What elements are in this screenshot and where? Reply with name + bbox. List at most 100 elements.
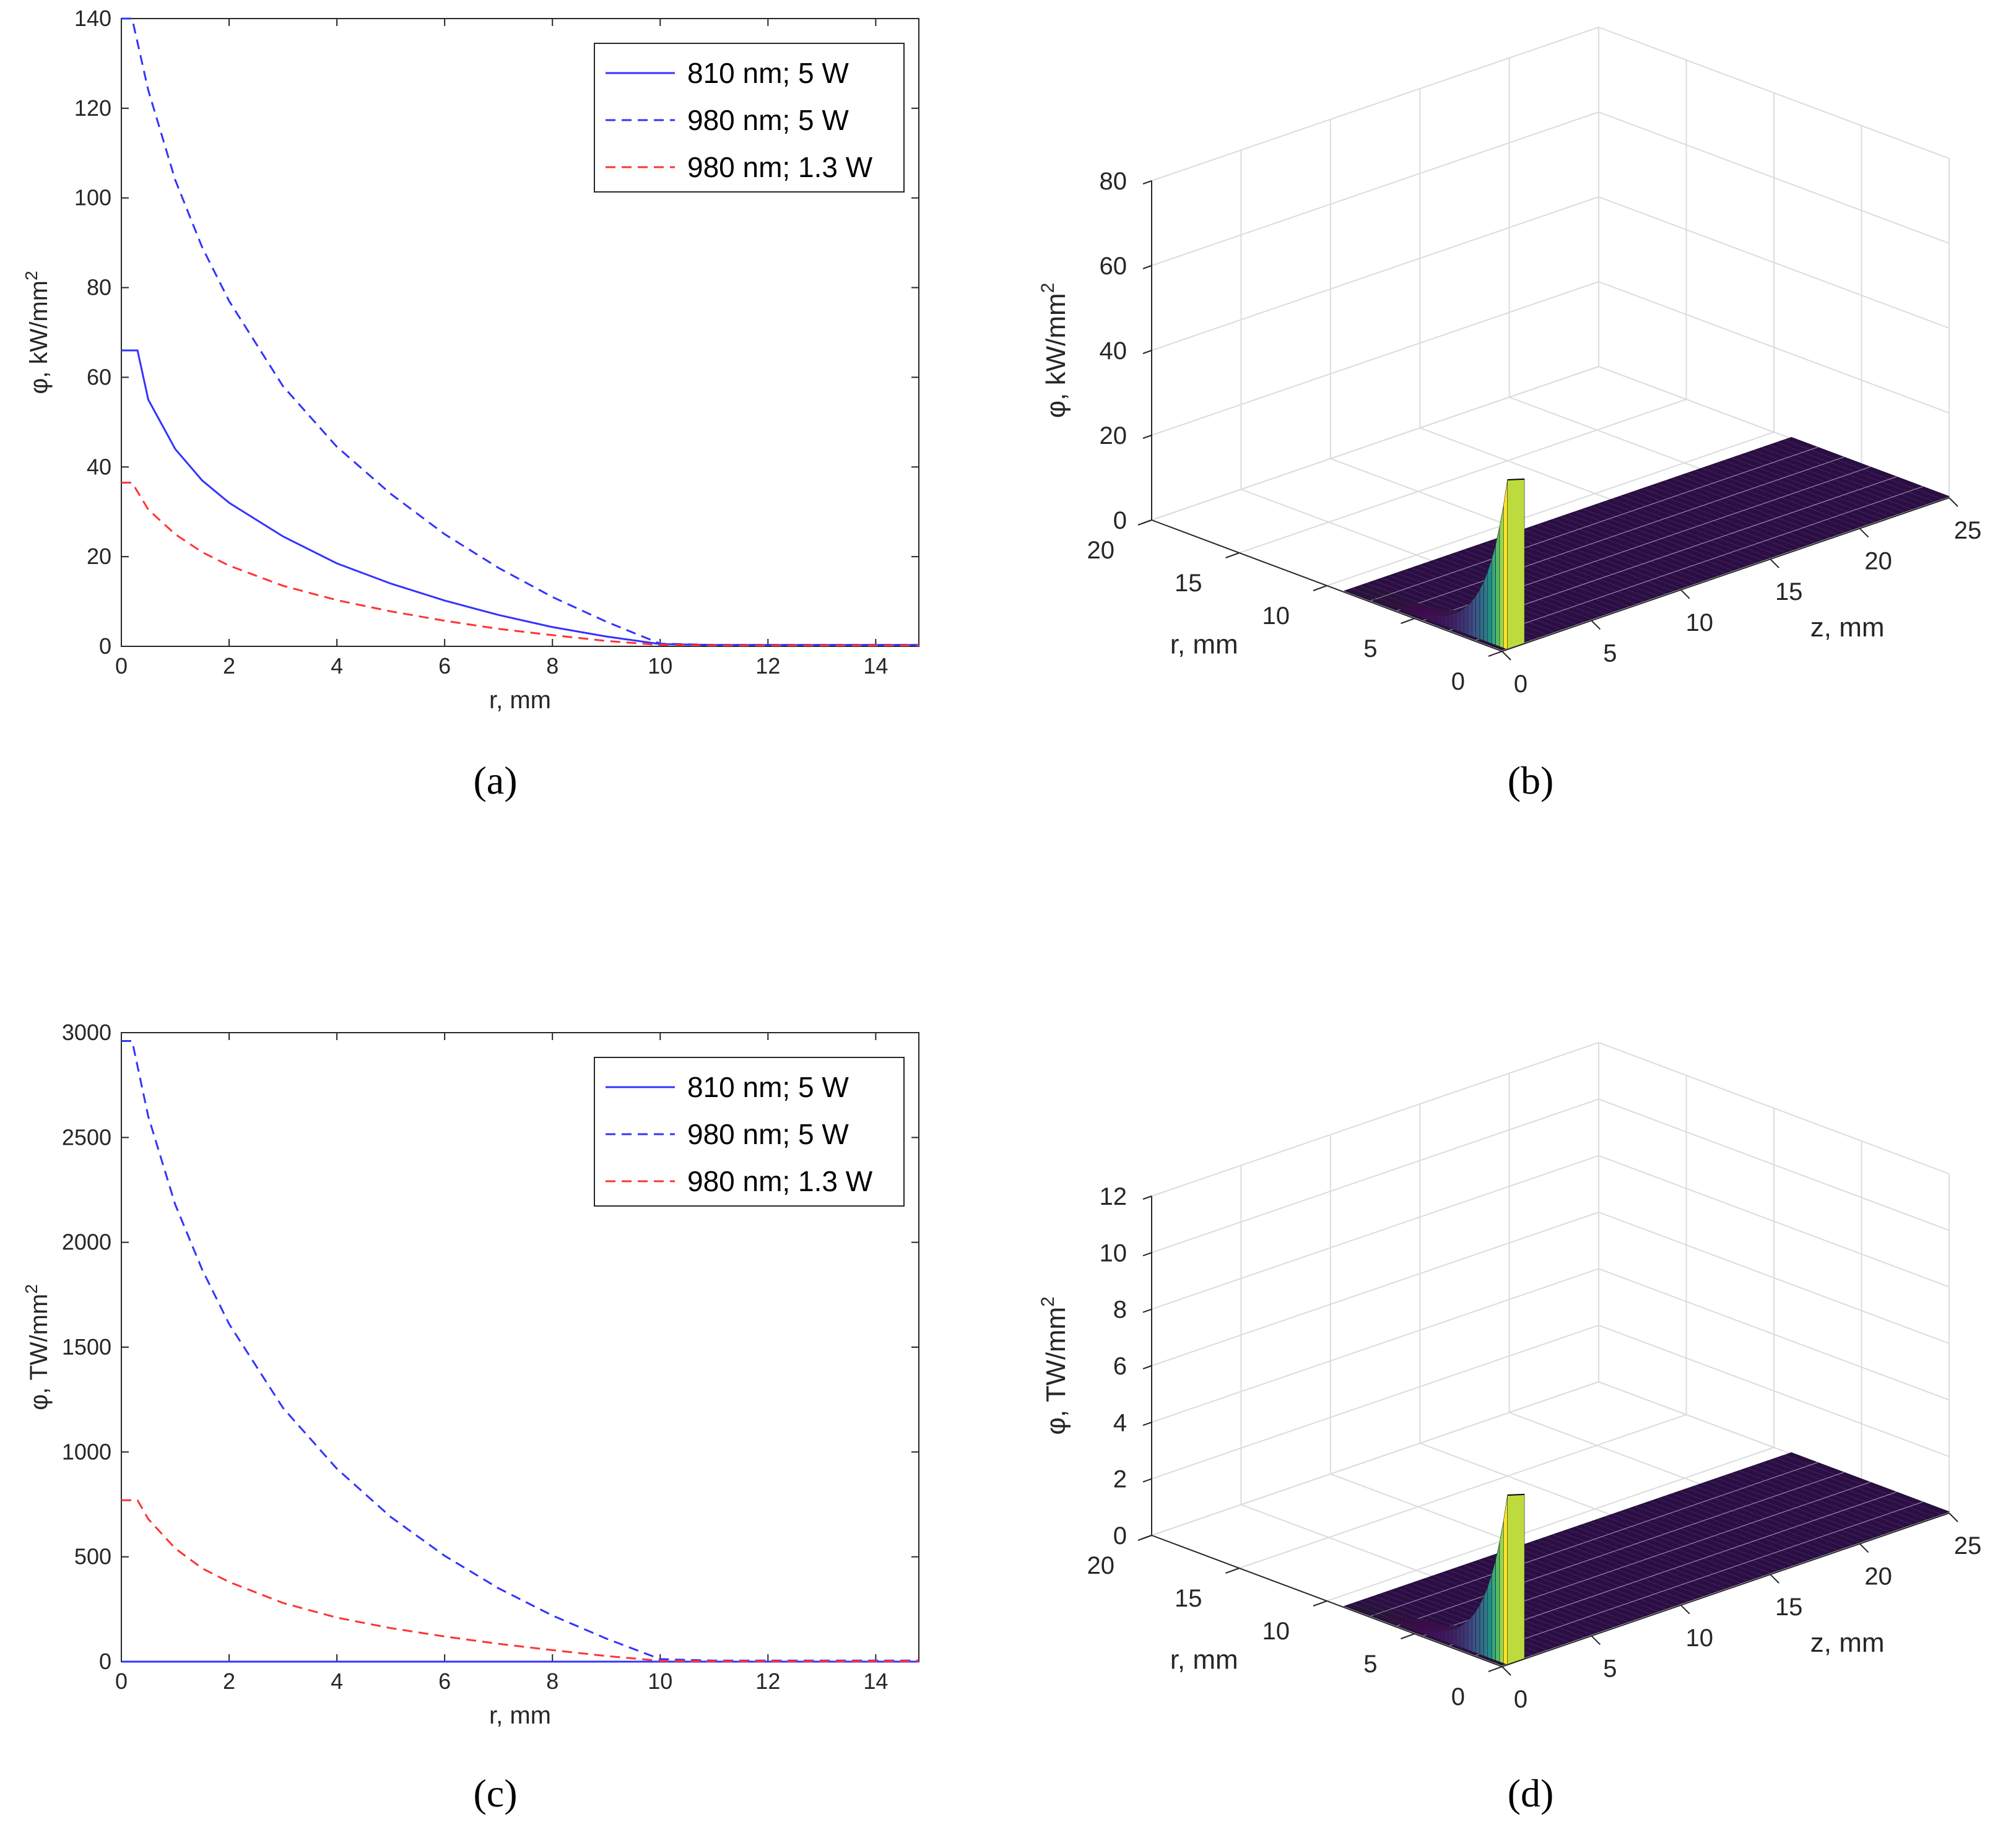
v-axis-label-text: φ, TW/mm [1041, 1307, 1071, 1435]
x-tick-label: 10 [648, 653, 672, 679]
z-tick-mark [1680, 589, 1690, 599]
y-axis-label-text: φ, kW/mm [25, 280, 53, 394]
x-tick-label: 14 [863, 653, 888, 679]
floor-grid-line [1239, 399, 1687, 553]
grid-line [1151, 1098, 1599, 1254]
grid-line [1151, 27, 1599, 181]
grid-line [1151, 1042, 1599, 1197]
z-tick-mark [1859, 527, 1869, 538]
z-tick-label: 20 [1864, 1563, 1892, 1590]
y-axis-label-superscript: 2 [22, 1284, 41, 1294]
v-tick-mark [1142, 1365, 1152, 1369]
y-tick-label: 0 [99, 1649, 111, 1674]
x-tick-label: 2 [223, 1668, 235, 1694]
x-tick-label: 0 [115, 653, 128, 679]
grid-line [1151, 1268, 1599, 1423]
grid-line [1598, 1212, 1950, 1344]
v-axis-label-group: φ, TW/mm2 [1038, 1296, 1071, 1435]
floor-grid-line [1239, 1414, 1687, 1569]
v-axis-label: φ, TW/mm2 [1038, 1296, 1071, 1435]
z-tick-label: 25 [1954, 1532, 1982, 1560]
surface-patch [1452, 1628, 1457, 1646]
grid-line [1598, 1268, 1950, 1401]
y-tick-label: 140 [74, 6, 111, 31]
x-tick-label: 10 [648, 1668, 672, 1694]
z-tick-label: 10 [1686, 1625, 1714, 1652]
surface-patch [1495, 1542, 1500, 1662]
r-tick-label: 10 [1262, 1618, 1290, 1645]
x-axis-label: r, mm [489, 1702, 551, 1729]
x-tick-label: 12 [755, 653, 780, 679]
surface-patch [1503, 479, 1508, 650]
x-tick-label: 0 [115, 1668, 128, 1694]
v-tick-label: 6 [1113, 1353, 1127, 1380]
z-axis-label: z, mm [1810, 612, 1885, 643]
surface-patch [1444, 1630, 1449, 1643]
z-tick-mark [1501, 1666, 1511, 1676]
grid-line [1598, 281, 1950, 414]
surface-patch [1507, 479, 1525, 650]
v-tick-mark [1142, 1421, 1152, 1426]
series-line-1 [121, 17, 919, 646]
legend-entry-0: 810 nm; 5 W [687, 57, 849, 89]
surface-patch [1460, 608, 1464, 634]
surface-patch [1487, 1574, 1492, 1659]
grid-line [1598, 1324, 1950, 1457]
v-tick-mark [1142, 1478, 1152, 1483]
x-tick-label: 6 [438, 1668, 451, 1694]
r-tick-label: 20 [1087, 1552, 1115, 1579]
y-axis-label: φ, kW/mm2 [22, 271, 53, 394]
v-tick-label: 40 [1100, 337, 1127, 365]
y-axis-label-group: φ, TW/mm2 [22, 1284, 53, 1410]
y-tick-label: 60 [87, 364, 111, 389]
v-tick-mark [1142, 265, 1152, 269]
legend-entry-2: 980 nm; 1.3 W [687, 1165, 873, 1197]
grid-line [1151, 196, 1599, 351]
z-tick-mark [1949, 1512, 1958, 1522]
v-tick-label: 60 [1100, 253, 1127, 280]
y-tick-label: 20 [87, 544, 111, 569]
surface-patch [1432, 615, 1437, 623]
y-tick-label: 0 [99, 633, 111, 659]
r-tick-mark [1225, 552, 1240, 558]
z-axis [1501, 1512, 1950, 1667]
surface-patch [1472, 595, 1476, 638]
floor-grid-line [1151, 1381, 1599, 1536]
y-axis-label: φ, TW/mm2 [22, 1284, 53, 1410]
v-axis-label-superscript: 2 [1038, 1296, 1058, 1307]
surface-grid-highlight [1397, 456, 1844, 611]
surface-patch [1487, 559, 1492, 644]
panel-label-c: (c) [473, 1771, 517, 1815]
surface-peak-edge [1507, 478, 1525, 481]
surface-patch [1499, 1520, 1504, 1664]
surface-patch [1479, 1596, 1484, 1657]
x-tick-label: 14 [863, 1668, 888, 1694]
surface-patch [1503, 1494, 1508, 1665]
v-axis-label-superscript: 2 [1038, 283, 1058, 293]
surface-patch [1475, 1603, 1480, 1655]
z-tick-label: 5 [1603, 1655, 1617, 1682]
r-tick-label: 10 [1262, 602, 1290, 630]
surface-patch [1444, 615, 1449, 628]
z-tick-label: 15 [1775, 1594, 1803, 1621]
z-tick-label: 15 [1775, 578, 1803, 605]
v-tick-label: 0 [1113, 507, 1127, 534]
surface-patch [1484, 1586, 1488, 1658]
z-tick-label: 0 [1514, 1686, 1527, 1713]
surface-grid-highlight [1475, 1501, 1923, 1656]
grid-line [1598, 1155, 1950, 1288]
z-tick-mark [1501, 651, 1511, 661]
grid-line [1151, 1324, 1599, 1480]
v-tick-mark [1142, 180, 1152, 184]
grid-line [1598, 1042, 1950, 1174]
x-tick-label: 12 [755, 1668, 780, 1694]
surface-patch [1464, 1620, 1469, 1651]
surface-patch [1479, 581, 1484, 641]
r-axis-label: r, mm [1170, 1644, 1238, 1675]
y-tick-label: 1000 [62, 1439, 111, 1464]
legend-entry-2: 980 nm; 1.3 W [687, 151, 873, 183]
v-tick-mark [1142, 350, 1152, 354]
y-tick-label: 40 [87, 454, 111, 479]
z-tick-mark [1949, 497, 1958, 507]
